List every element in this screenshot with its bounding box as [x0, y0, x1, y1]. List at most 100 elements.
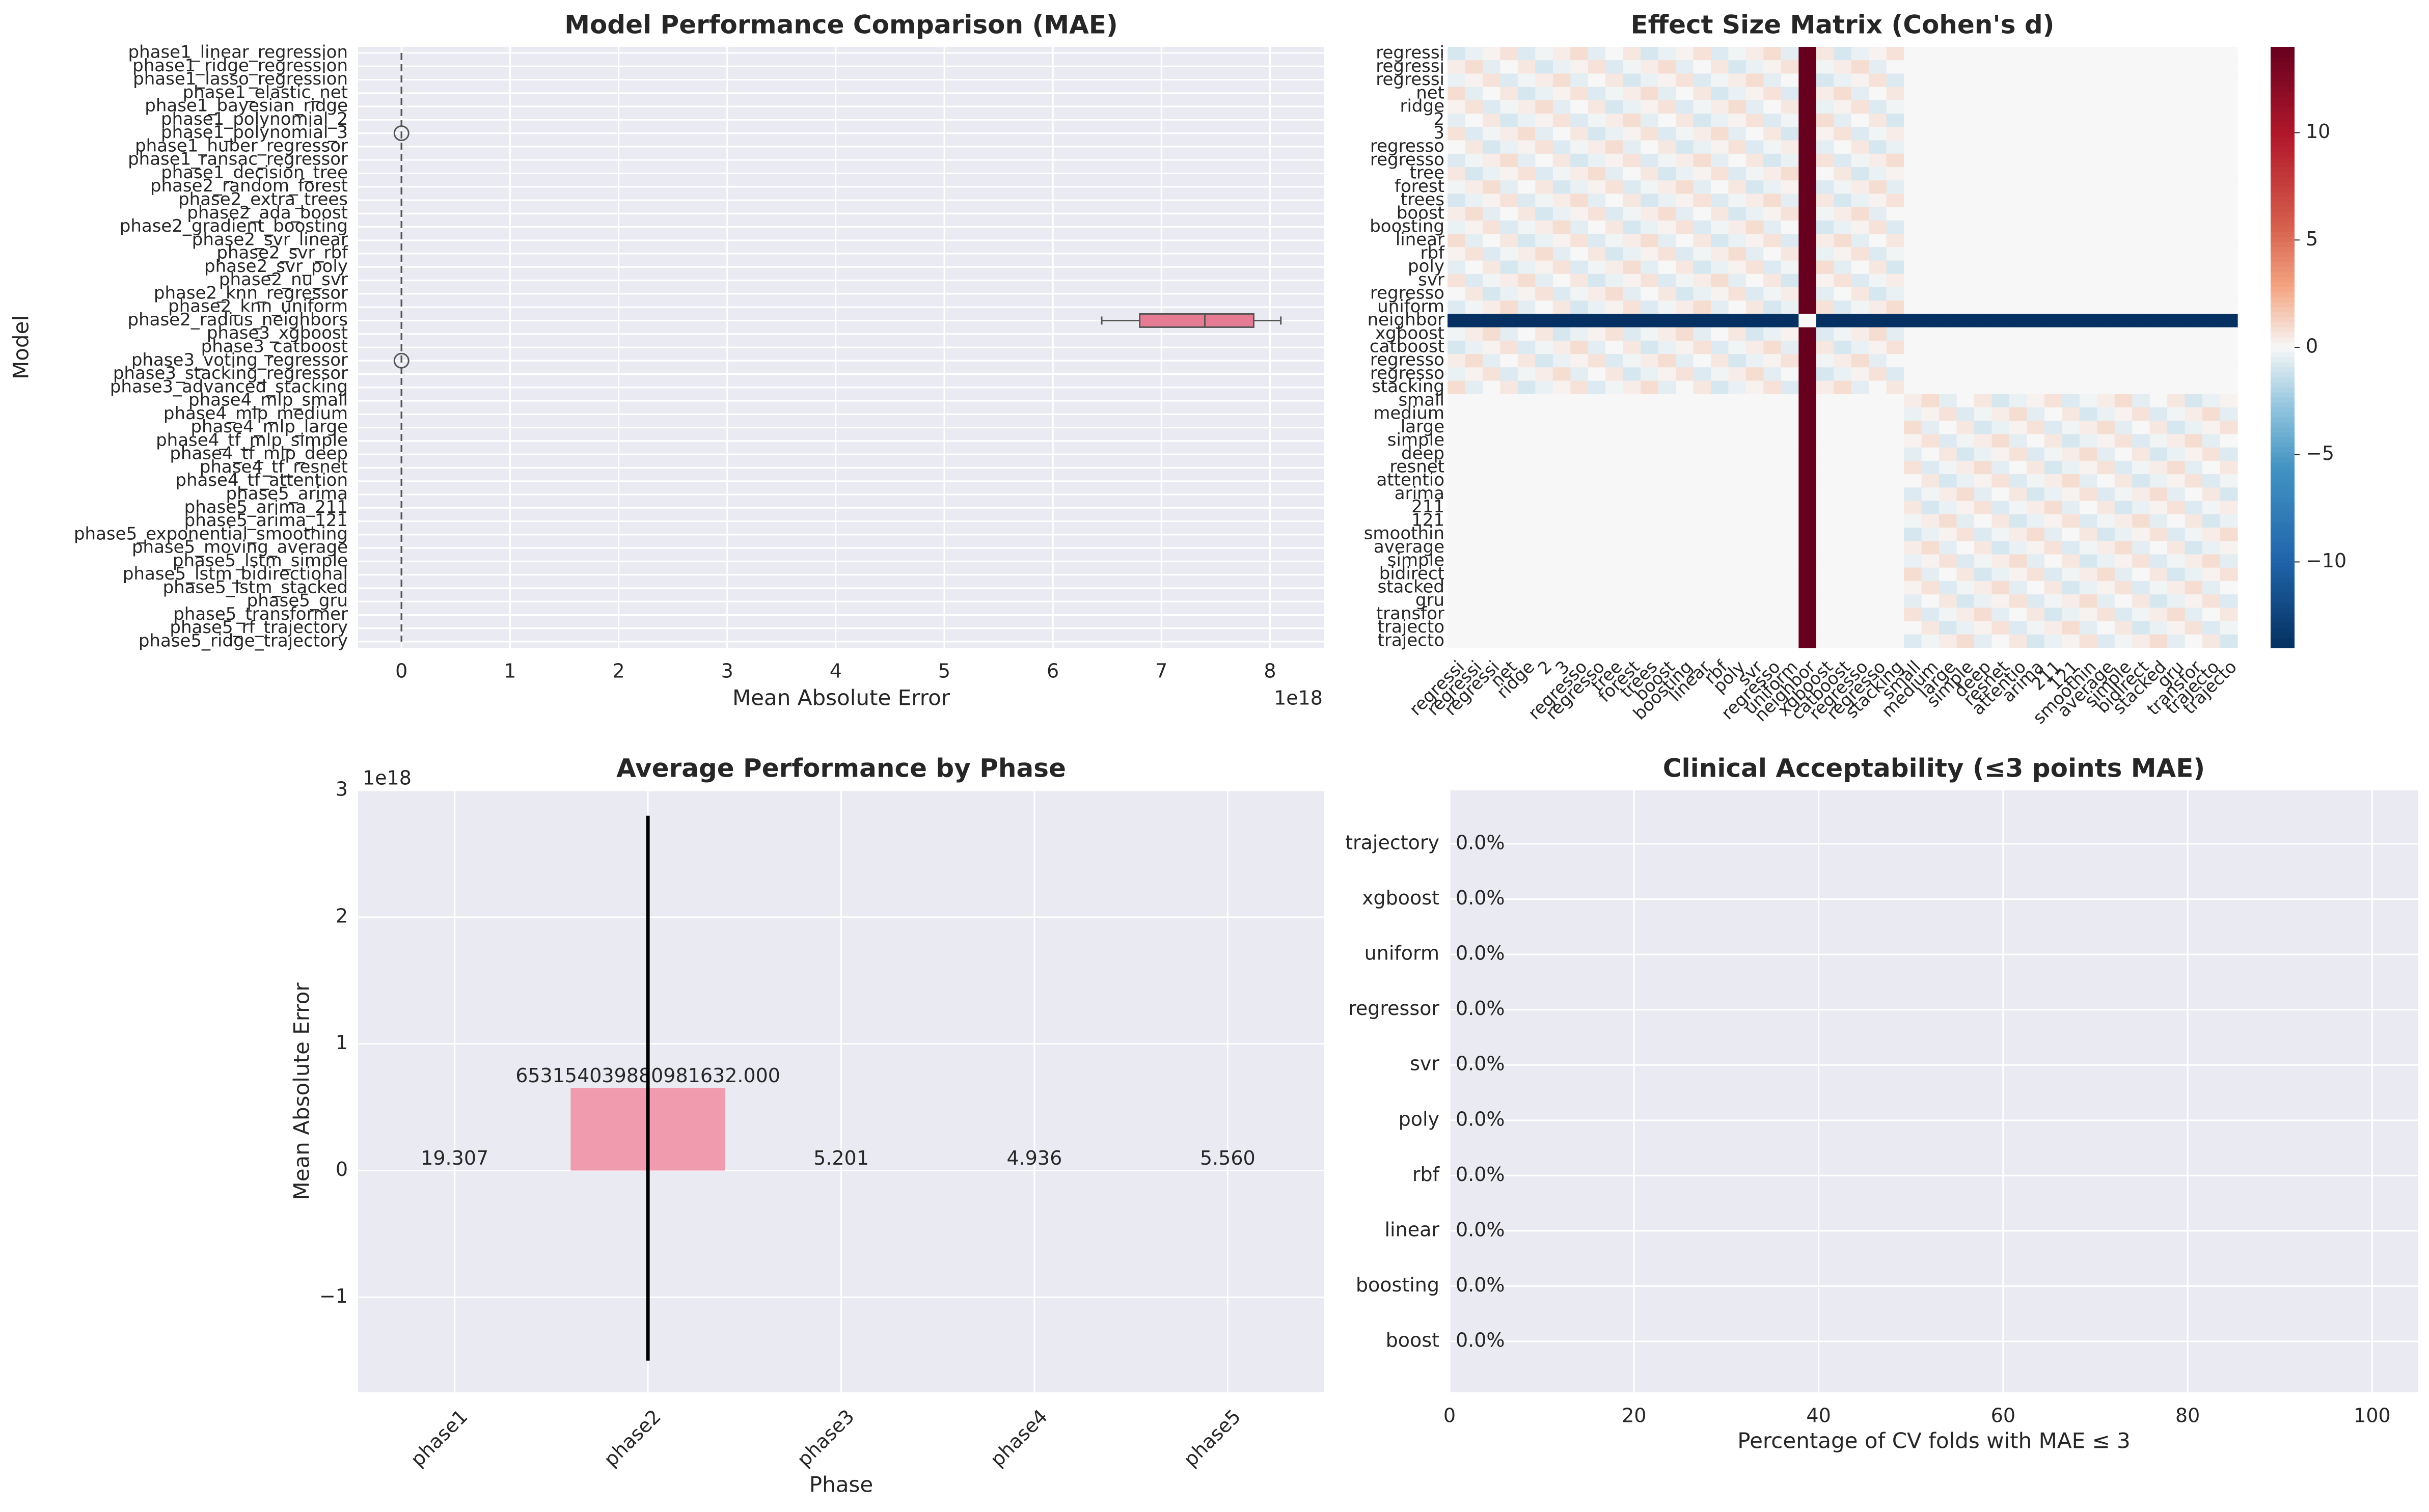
heatmap-cell: [1605, 73, 1624, 88]
heatmap-cell: [1851, 194, 1869, 208]
heatmap-cell: [1693, 60, 1711, 74]
heatmap-cell: [2079, 327, 2097, 341]
heatmap-cell: [1763, 47, 1782, 61]
y-tick-label: boost: [1386, 1329, 1439, 1352]
heatmap-cell: [1588, 567, 1606, 582]
heatmap-cell: [1482, 567, 1500, 582]
heatmap-cell: [1711, 554, 1729, 568]
colorbar-segment: [2271, 242, 2295, 248]
heatmap-cell: [2097, 528, 2115, 541]
heatmap-cell: [1834, 194, 1852, 208]
bar-value-label: 5.560: [1200, 1147, 1256, 1169]
heatmap-cell: [1956, 167, 1975, 181]
heatmap-cell: [1816, 300, 1834, 315]
heatmap-cell: [2044, 47, 2062, 61]
heatmap-cell: [2044, 621, 2062, 635]
heatmap-cell: [1517, 608, 1536, 622]
heatmap-cell: [1886, 207, 1904, 221]
heatmap-cell: [2220, 73, 2238, 88]
heatmap-cell: [1658, 421, 1676, 435]
heatmap-cell: [2044, 234, 2062, 248]
heatmap-cell: [2062, 460, 2080, 475]
heatmap-cell: [1570, 140, 1589, 154]
heatmap-cell: [1728, 634, 1746, 648]
heatmap-cell: [1798, 127, 1817, 141]
heatmap-cell: [1693, 354, 1711, 368]
heatmap-cell: [1991, 114, 2010, 127]
heatmap-cell: [2009, 314, 2027, 328]
colorbar-segment: [2271, 132, 2295, 138]
heatmap-cell: [2079, 87, 2097, 101]
heatmap-cell: [2097, 287, 2115, 301]
x-tick-label: 5: [938, 660, 950, 682]
heatmap-cell: [1448, 634, 1466, 648]
x-tick-label: 8: [1264, 660, 1276, 682]
heatmap-cell: [1482, 327, 1500, 341]
heatmap-cell: [2097, 354, 2115, 368]
heatmap-cell: [1570, 554, 1589, 568]
heatmap-cell: [2062, 394, 2080, 408]
heatmap-cell: [1711, 247, 1729, 261]
heatmap-cell: [1482, 340, 1500, 354]
heatmap-cell: [1904, 234, 1922, 248]
heatmap-cell: [2009, 528, 2027, 541]
row-label: trajecto: [1378, 630, 1444, 650]
colorbar-segment: [2271, 147, 2295, 153]
colorbar-segment: [2271, 252, 2295, 258]
heatmap-cell: [2044, 327, 2062, 341]
colorbar-segment: [2271, 532, 2295, 538]
colorbar-segment: [2271, 152, 2295, 158]
heatmap-cell: [2062, 621, 2080, 635]
heatmap-cell: [1834, 554, 1852, 568]
heatmap-cell: [1500, 273, 1518, 288]
heatmap-cell: [1904, 260, 1922, 274]
heatmap-cell: [1500, 581, 1518, 595]
heatmap-cell: [2114, 140, 2133, 154]
heatmap-cell: [1570, 194, 1589, 208]
heatmap-cell: [1641, 541, 1659, 555]
heatmap-cell: [1956, 287, 1975, 301]
heatmap-cell: [1886, 460, 1904, 475]
heatmap-cell: [1482, 554, 1500, 568]
y-tick-label: phase1_linear_regression: [128, 42, 348, 63]
heatmap-cell: [1605, 234, 1624, 248]
heatmap-cell: [1465, 300, 1483, 315]
heatmap-cell: [1482, 73, 1500, 88]
heatmap-cell: [1448, 87, 1466, 101]
heatmap-cell: [1956, 153, 1975, 168]
y-tick-label: phase5_arima: [226, 484, 348, 504]
heatmap-cell: [1781, 501, 1799, 515]
heatmap-cell: [1763, 167, 1782, 181]
heatmap-cell: [1798, 608, 1817, 622]
heatmap-cell: [2027, 220, 2045, 234]
heatmap-cell: [1711, 567, 1729, 582]
heatmap-cell: [1641, 474, 1659, 488]
bar-value-label: 0.0%: [1456, 1053, 1505, 1075]
heatmap-cell: [1816, 127, 1834, 141]
heatmap-cell: [2202, 394, 2221, 408]
heatmap-cell: [1623, 594, 1641, 608]
heatmap-cell: [1991, 434, 2010, 448]
heatmap-cell: [2132, 260, 2150, 274]
heatmap-cell: [1939, 140, 1957, 154]
colorbar-segment: [2271, 177, 2295, 183]
heatmap-cell: [1448, 567, 1466, 582]
heatmap-cell: [1711, 541, 1729, 555]
colorbar-segment: [2271, 462, 2295, 468]
heatmap-cell: [1641, 247, 1659, 261]
heatmap-cell: [2202, 528, 2221, 541]
heatmap-cell: [1763, 434, 1782, 448]
heatmap-cell: [2167, 447, 2186, 461]
heatmap-cell: [1956, 621, 1975, 635]
heatmap-cell: [2027, 594, 2045, 608]
heatmap-cell: [1956, 460, 1975, 475]
heatmap-cell: [1500, 354, 1518, 368]
heatmap-cell: [2009, 501, 2027, 515]
heatmap-cell: [1623, 100, 1641, 114]
colorbar-segment: [2271, 142, 2295, 148]
heatmap-cell: [1482, 394, 1500, 408]
heatmap-cell: [1798, 514, 1817, 528]
heatmap-cell: [1816, 407, 1834, 421]
heatmap-cell: [1711, 501, 1729, 515]
heatmap-cell: [1745, 140, 1764, 154]
